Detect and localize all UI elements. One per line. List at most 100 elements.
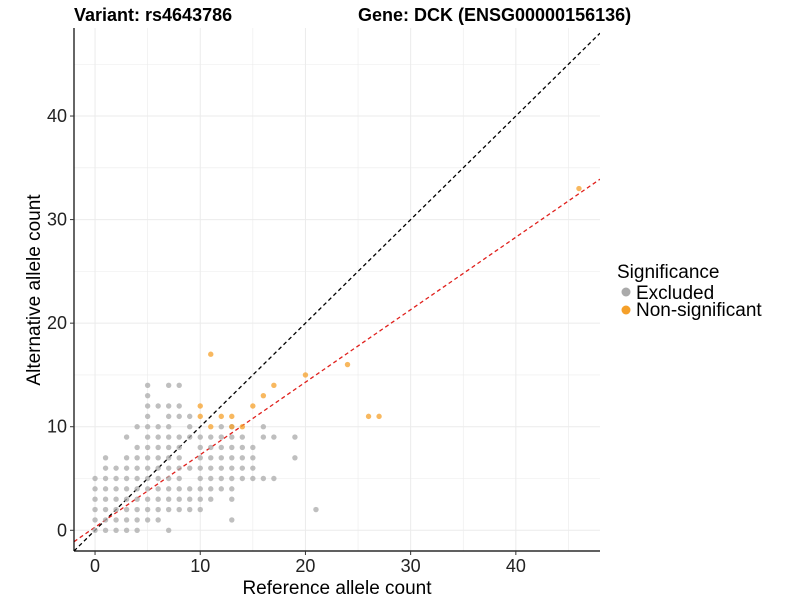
legend: Significance Excluded Non-significant xyxy=(617,262,762,321)
point-excluded xyxy=(144,475,151,482)
point-excluded xyxy=(229,444,235,451)
point-excluded xyxy=(134,527,140,533)
point-excluded xyxy=(197,486,203,492)
y-tick-label: 0 xyxy=(57,520,67,540)
point-non-significant xyxy=(197,403,203,409)
point-excluded xyxy=(218,465,224,471)
point-excluded xyxy=(113,527,119,533)
point-excluded xyxy=(123,465,130,471)
point-excluded xyxy=(239,444,246,451)
point-excluded xyxy=(155,475,161,482)
point-excluded xyxy=(176,486,182,492)
chart-title-gene: Gene: DCK (ENSG00000156136) xyxy=(358,5,631,25)
point-excluded xyxy=(144,496,151,502)
point-excluded xyxy=(176,444,182,451)
point-excluded xyxy=(187,424,193,430)
legend-swatch-non-significant xyxy=(621,305,631,315)
point-excluded xyxy=(197,465,203,471)
point-excluded xyxy=(155,403,161,409)
point-excluded xyxy=(208,455,214,461)
point-excluded xyxy=(208,475,214,482)
point-excluded xyxy=(144,382,151,388)
point-excluded xyxy=(218,434,224,440)
point-excluded xyxy=(197,475,203,482)
point-excluded xyxy=(208,486,214,492)
point-excluded xyxy=(102,486,109,492)
point-excluded xyxy=(208,465,214,471)
point-excluded xyxy=(165,506,172,513)
chart-title-variant: Variant: rs4643786 xyxy=(74,5,232,25)
point-excluded xyxy=(144,486,151,492)
point-non-significant xyxy=(365,413,372,420)
point-excluded xyxy=(313,506,319,513)
point-non-significant xyxy=(576,185,582,192)
point-excluded xyxy=(187,465,193,471)
point-excluded xyxy=(165,527,172,533)
point-excluded xyxy=(144,444,151,451)
point-excluded xyxy=(208,444,214,451)
x-tick-label: 20 xyxy=(295,556,315,576)
point-excluded xyxy=(155,486,161,492)
point-excluded xyxy=(229,434,235,440)
point-excluded xyxy=(165,444,172,451)
y-tick-label: 40 xyxy=(47,106,67,126)
x-tick-label: 0 xyxy=(90,556,100,576)
point-excluded xyxy=(134,475,140,482)
point-excluded xyxy=(271,475,277,482)
point-non-significant xyxy=(302,372,309,378)
point-non-significant xyxy=(260,392,267,399)
point-excluded xyxy=(260,424,267,430)
legend-label-excluded: Excluded xyxy=(636,283,714,304)
point-excluded xyxy=(187,486,193,492)
point-excluded xyxy=(134,506,140,513)
point-excluded xyxy=(144,517,151,523)
point-excluded xyxy=(123,506,130,513)
point-non-significant xyxy=(239,424,246,430)
point-excluded xyxy=(187,496,193,502)
point-excluded xyxy=(134,486,140,492)
point-excluded xyxy=(250,475,256,482)
point-excluded xyxy=(113,496,119,502)
point-excluded xyxy=(165,413,172,420)
point-excluded xyxy=(165,486,172,492)
x-tick-label: 40 xyxy=(506,556,526,576)
point-excluded xyxy=(155,424,161,430)
point-non-significant xyxy=(376,413,382,420)
point-excluded xyxy=(144,434,151,440)
point-excluded xyxy=(102,455,109,461)
point-excluded xyxy=(144,413,151,420)
point-excluded xyxy=(250,455,256,461)
point-excluded xyxy=(239,434,246,440)
point-excluded xyxy=(176,455,182,461)
point-excluded xyxy=(239,475,246,482)
point-excluded xyxy=(134,455,140,461)
point-excluded xyxy=(260,434,267,440)
point-excluded xyxy=(155,434,161,440)
point-excluded xyxy=(155,496,161,502)
point-excluded xyxy=(208,496,214,502)
point-excluded xyxy=(155,517,161,523)
point-excluded xyxy=(113,486,119,492)
grid-lines xyxy=(74,28,600,551)
legend-title: Significance xyxy=(617,262,719,283)
x-tick-label: 10 xyxy=(190,556,210,576)
point-excluded xyxy=(197,496,203,502)
point-excluded xyxy=(113,475,119,482)
point-excluded xyxy=(165,465,172,471)
point-excluded xyxy=(92,496,98,502)
point-excluded xyxy=(250,465,256,471)
point-excluded xyxy=(239,465,246,471)
point-excluded xyxy=(176,506,182,513)
point-excluded xyxy=(123,434,130,440)
point-excluded xyxy=(123,496,130,502)
point-excluded xyxy=(197,506,203,513)
point-excluded xyxy=(144,392,151,399)
point-excluded xyxy=(176,465,182,471)
point-excluded xyxy=(176,475,182,482)
point-excluded xyxy=(134,424,140,430)
data-points xyxy=(92,185,582,533)
point-excluded xyxy=(134,517,140,523)
point-excluded xyxy=(155,465,161,471)
point-non-significant xyxy=(208,351,214,357)
